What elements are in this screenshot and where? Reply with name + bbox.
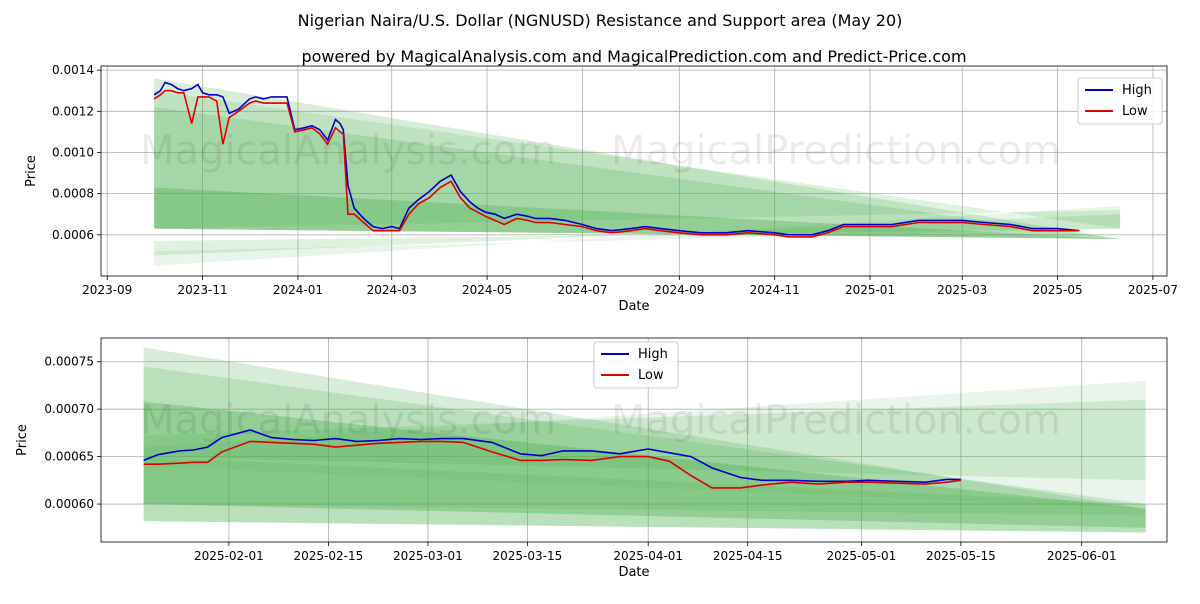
legend-label-high: High [1122, 83, 1152, 98]
y-tick-label: 0.0008 [52, 187, 94, 201]
x-tick-label: 2025-03-01 [393, 549, 463, 563]
x-tick-label: 2025-07 [1128, 283, 1178, 297]
x-tick-label: 2025-03-15 [493, 549, 563, 563]
support-resistance-band [143, 401, 1146, 528]
support-resistance-band [143, 456, 1146, 516]
y-tick-label: 0.00070 [44, 402, 94, 416]
y-tick-label: 0.0012 [52, 104, 94, 118]
x-tick-label: 2024-11 [750, 283, 800, 297]
x-tick-label: 2024-01 [273, 283, 323, 297]
support-resistance-band [154, 107, 1121, 239]
watermark-text: MagicalPrediction.com [611, 398, 1061, 444]
legend-label-low: Low [638, 368, 664, 383]
x-tick-label: 2025-05-01 [827, 549, 897, 563]
series-line-low [143, 440, 962, 489]
series-line-high [143, 429, 961, 484]
chart-panel-2: MagicalAnalysis.com MagicalPrediction.com… [15, 337, 1168, 580]
y-axis-label: Price [24, 155, 39, 187]
y-tick-label: 0.0014 [52, 63, 94, 77]
support-resistance-band [143, 399, 1146, 481]
support-resistance-band [154, 206, 1121, 266]
x-tick-label: 2024-09 [654, 283, 704, 297]
y-tick-label: 0.0010 [52, 145, 94, 159]
x-tick-label: 2025-04-15 [713, 549, 783, 563]
x-tick-label: 2025-05-15 [926, 549, 996, 563]
plot-frame [100, 337, 1168, 543]
x-axis-label: Date [618, 565, 649, 580]
watermark-text: MagicalAnalysis.com [140, 398, 556, 444]
support-resistance-band [154, 78, 1121, 239]
watermark-text: MagicalPrediction.com [611, 128, 1061, 174]
support-resistance-band [143, 347, 1146, 533]
support-resistance-band [154, 90, 1121, 229]
y-tick-label: 0.0006 [52, 228, 94, 242]
plot-area [153, 78, 1121, 266]
plot-area [143, 347, 1146, 533]
support-resistance-band [154, 214, 1121, 256]
series-line-high [153, 81, 1080, 236]
chart-subtitle: powered by MagicalAnalysis.com and Magic… [301, 47, 966, 66]
legend: High Low [1077, 77, 1163, 125]
x-tick-label: 2024-03 [367, 283, 417, 297]
series-line-low [153, 89, 1080, 238]
x-tick-label: 2025-01 [845, 283, 895, 297]
x-tick-label: 2025-06-01 [1047, 549, 1117, 563]
chart-panel-1: MagicalAnalysis.com MagicalPrediction.com… [24, 63, 1178, 314]
x-axis-label: Date [618, 299, 649, 314]
x-tick-label: 2025-05 [1033, 283, 1083, 297]
legend-label-high: High [638, 347, 668, 362]
x-tick-label: 2023-11 [178, 283, 228, 297]
x-tick-label: 2023-09 [82, 283, 132, 297]
x-tick-label: 2025-02-01 [194, 549, 264, 563]
x-tick-label: 2025-04-01 [613, 549, 683, 563]
x-tick-label: 2025-03 [937, 283, 987, 297]
y-axis-label: Price [15, 424, 30, 456]
x-tick-label: 2024-07 [557, 283, 607, 297]
chart-title: Nigerian Naira/U.S. Dollar (NGNUSD) Resi… [298, 11, 903, 30]
y-tick-label: 0.00060 [44, 497, 94, 511]
y-tick-label: 0.00065 [44, 450, 94, 464]
x-tick-label: 2024-05 [462, 283, 512, 297]
watermark-text: MagicalAnalysis.com [140, 128, 556, 174]
y-tick-label: 0.00075 [44, 355, 94, 369]
plot-frame [100, 65, 1168, 277]
support-resistance-band [143, 380, 1146, 509]
legend: High Low [593, 341, 679, 389]
legend-label-low: Low [1122, 104, 1148, 119]
x-tick-label: 2025-02-15 [294, 549, 364, 563]
